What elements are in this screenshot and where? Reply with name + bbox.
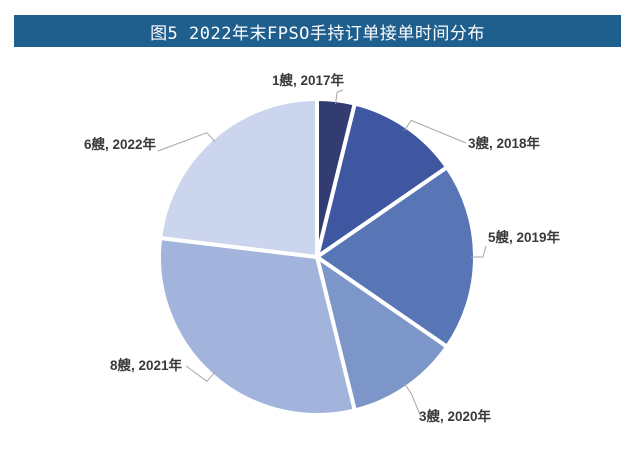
chart-title-bar: 图5 2022年末FPSO手持订单接单时间分布 [14, 15, 621, 47]
leader-line [185, 365, 216, 382]
slice-label: 3艘, 2020年 [419, 408, 492, 424]
pie-slices [157, 97, 477, 417]
leader-line [404, 119, 467, 144]
slice-label: 6艘, 2022年 [84, 136, 157, 152]
slice-label: 8艘, 2021年 [110, 357, 183, 373]
slice-label: 3艘, 2018年 [468, 135, 541, 151]
slice-labels: 1艘, 2017年 3艘, 2018年 5艘, 2019年 3艘, 2020年 8艘, … [84, 72, 561, 424]
chart-title: 图5 2022年末FPSO手持订单接单时间分布 [150, 23, 485, 44]
leader-line [335, 89, 344, 105]
leader-line [404, 383, 422, 418]
slice-label: 1艘, 2017年 [272, 72, 345, 88]
leader-line [471, 245, 487, 258]
slice-label: 5艘, 2019年 [488, 229, 561, 245]
leader-lines [157, 89, 487, 418]
leader-line [157, 132, 216, 152]
pie-slice [158, 97, 319, 259]
